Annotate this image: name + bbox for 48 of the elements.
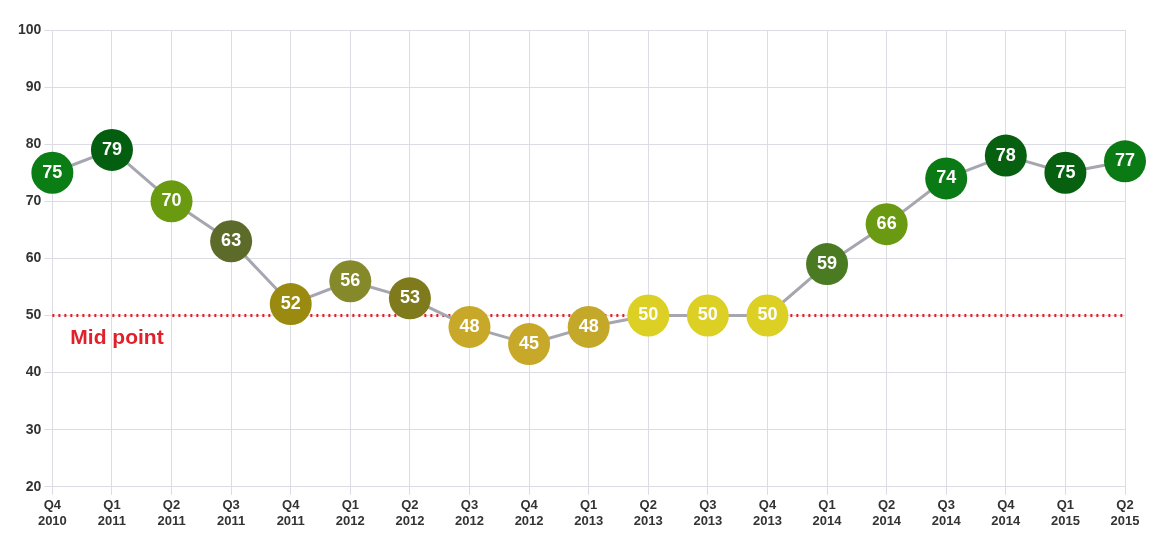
x-tick-label: Q2 2013 (633, 497, 663, 528)
y-tick-label: 60 (25, 249, 42, 266)
data-label: 53 (399, 287, 420, 308)
data-label: 48 (459, 315, 480, 336)
data-label: 66 (876, 213, 897, 234)
x-tick-label: Q3 2011 (217, 497, 246, 528)
x-tick-label: Q2 2015 (1110, 497, 1140, 528)
x-tick-label: Q1 2014 (812, 497, 843, 528)
x-tick-label: Q1 2011 (97, 497, 127, 528)
y-tick-label: 40 (25, 363, 42, 380)
data-label: 70 (161, 190, 182, 211)
data-label: 59 (817, 253, 838, 274)
x-tick-label: Q3 2012 (455, 497, 484, 528)
data-label: 75 (42, 161, 63, 182)
data-label: 50 (697, 304, 718, 325)
x-tick-label: Q1 2015 (1050, 497, 1080, 528)
x-tick-label: Q4 2013 (752, 497, 782, 528)
y-tick-label: 100 (18, 20, 42, 37)
data-label: 77 (1114, 150, 1136, 171)
y-tick-label: 80 (25, 135, 42, 152)
x-tick-label: Q2 2011 (157, 497, 186, 528)
x-tick-label: Q1 2012 (335, 497, 365, 528)
y-tick-label: 50 (25, 306, 42, 323)
data-label: 50 (757, 304, 778, 325)
data-label: 63 (221, 230, 242, 251)
x-tick-label: Q4 2014 (991, 497, 1022, 528)
y-tick-label: 20 (25, 477, 42, 494)
x-tick-label: Q2 2014 (872, 497, 902, 528)
data-label: 75 (1055, 161, 1076, 182)
data-label: 74 (936, 167, 957, 188)
x-tick-label: Q2 2012 (395, 497, 425, 528)
data-label: 56 (340, 270, 361, 291)
y-tick-label: 30 (25, 420, 42, 437)
x-tick-label: Q3 2013 (693, 497, 723, 528)
x-tick-label: Q1 2013 (574, 497, 604, 528)
x-tick-label: Q4 2012 (514, 497, 544, 528)
y-tick-label: 90 (25, 77, 42, 94)
y-tick-label: 70 (25, 192, 42, 209)
data-label: 50 (638, 304, 659, 325)
x-tick-label: Q3 2014 (931, 497, 962, 528)
data-label: 48 (578, 315, 599, 336)
data-label: 45 (519, 333, 540, 354)
data-label: 78 (995, 144, 1016, 165)
data-label: 79 (101, 138, 122, 159)
x-tick-label: Q4 2010 (37, 497, 67, 528)
ref-line-label: Mid point (70, 324, 164, 348)
x-tick-label: Q4 2011 (276, 497, 305, 528)
data-label: 52 (280, 293, 301, 314)
